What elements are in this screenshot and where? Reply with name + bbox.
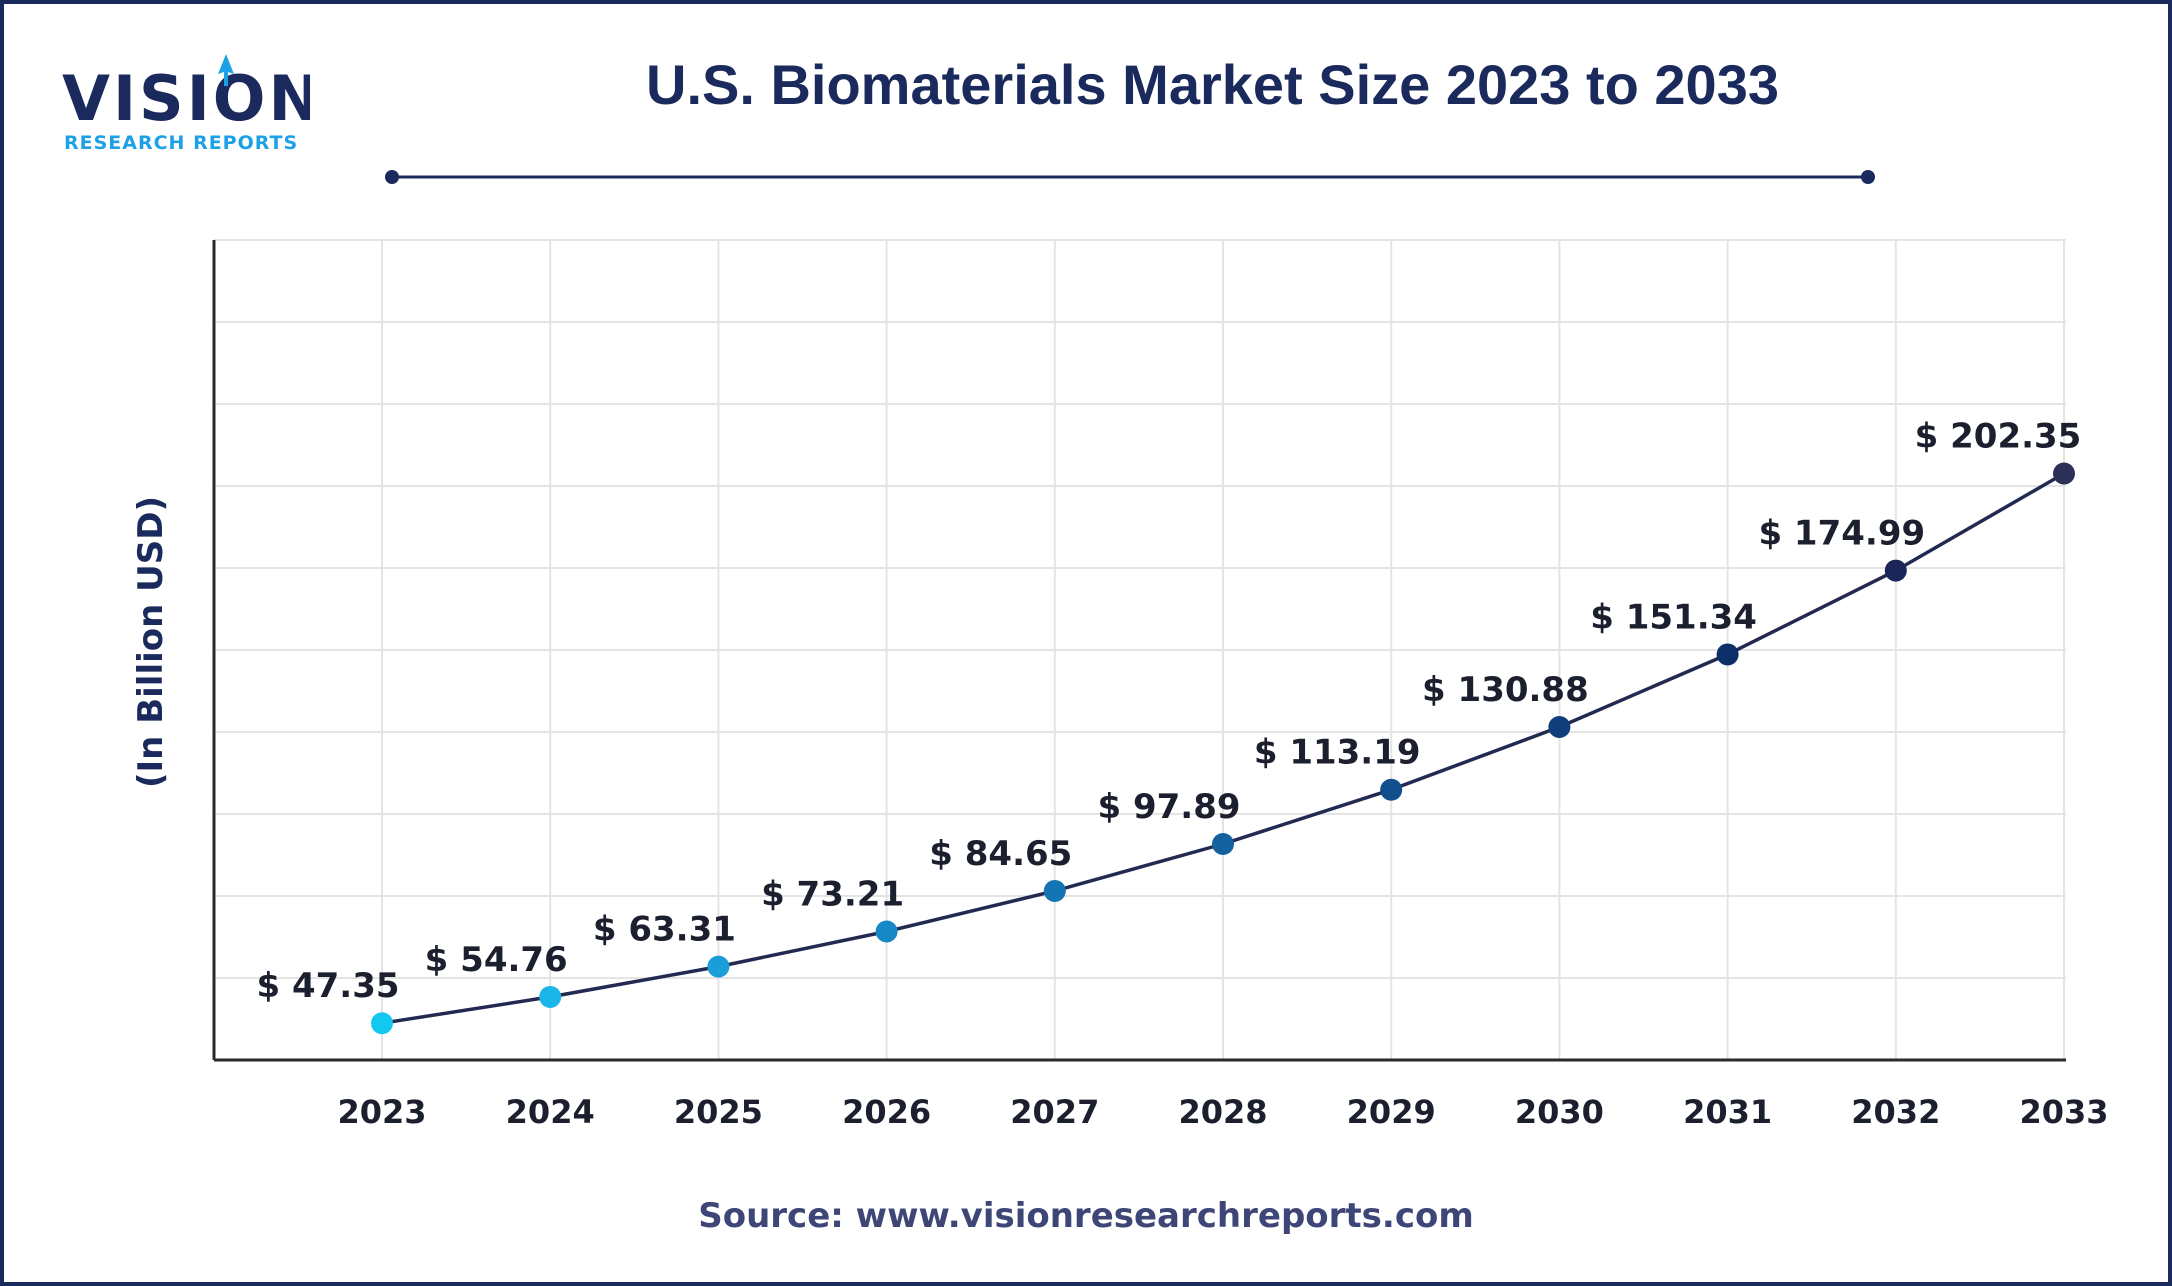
data-point — [707, 955, 730, 978]
data-label: $ 202.35 — [1915, 417, 2082, 457]
data-point — [539, 985, 562, 1008]
data-point — [1716, 643, 1739, 666]
data-point — [1884, 559, 1907, 582]
x-tick-label: 2032 — [1851, 1093, 1940, 1131]
y-axis-label: (In Billion USD) — [131, 496, 171, 788]
data-point — [1043, 879, 1066, 902]
title-underline-dot-right — [1861, 170, 1875, 184]
x-tick-label: 2027 — [1010, 1093, 1099, 1131]
chart-title: U.S. Biomaterials Market Size 2023 to 20… — [646, 53, 1779, 116]
x-tick-label: 2024 — [506, 1093, 595, 1131]
source-note: Source: www.visionresearchreports.com — [698, 1196, 1474, 1236]
data-point — [1380, 778, 1403, 801]
x-tick-label: 2030 — [1515, 1093, 1604, 1131]
data-label: $ 151.34 — [1590, 597, 1757, 637]
x-tick-label: 2031 — [1683, 1093, 1772, 1131]
data-label: $ 47.35 — [256, 966, 399, 1006]
data-points — [371, 462, 2075, 1035]
data-label: $ 174.99 — [1758, 514, 1925, 554]
x-tick-label: 2025 — [674, 1093, 763, 1131]
data-point — [2053, 462, 2075, 485]
brand-name: VISION — [62, 62, 310, 135]
data-point — [875, 920, 898, 943]
brand-tagline: RESEARCH REPORTS — [64, 132, 298, 154]
x-tick-label: 2028 — [1178, 1093, 1267, 1131]
brand-logo: VISION RESEARCH REPORTS — [60, 48, 320, 158]
chart-grid — [214, 239, 2066, 1060]
data-labels: $ 47.35 $ 54.76 $ 63.31 $ 73.21 $ 84.65 $ 97.… — [256, 417, 2081, 1007]
x-tick-label: 2033 — [2019, 1093, 2108, 1131]
x-tick-label: 2026 — [842, 1093, 931, 1131]
data-point — [371, 1012, 393, 1035]
x-tick-labels: 2023 2024 2025 2026 2027 2028 2029 2030 2031 2032… — [337, 1093, 2108, 1131]
title-underline — [385, 170, 1875, 184]
data-point — [1212, 832, 1234, 855]
data-label: $ 130.88 — [1422, 670, 1589, 710]
arrow-icon — [218, 54, 234, 86]
data-label: $ 63.31 — [593, 910, 736, 950]
title-underline-dot-left — [385, 170, 399, 184]
x-tick-label: 2029 — [1347, 1093, 1436, 1131]
data-label: $ 113.19 — [1254, 733, 1421, 773]
data-label: $ 73.21 — [761, 875, 904, 915]
x-tick-label: 2023 — [337, 1093, 426, 1131]
data-label: $ 54.76 — [425, 940, 568, 980]
data-label: $ 84.65 — [929, 834, 1072, 874]
data-label: $ 97.89 — [1097, 787, 1240, 827]
brand-logo-graphic: VISION RESEARCH REPORTS — [62, 54, 320, 154]
data-point — [1548, 715, 1571, 738]
